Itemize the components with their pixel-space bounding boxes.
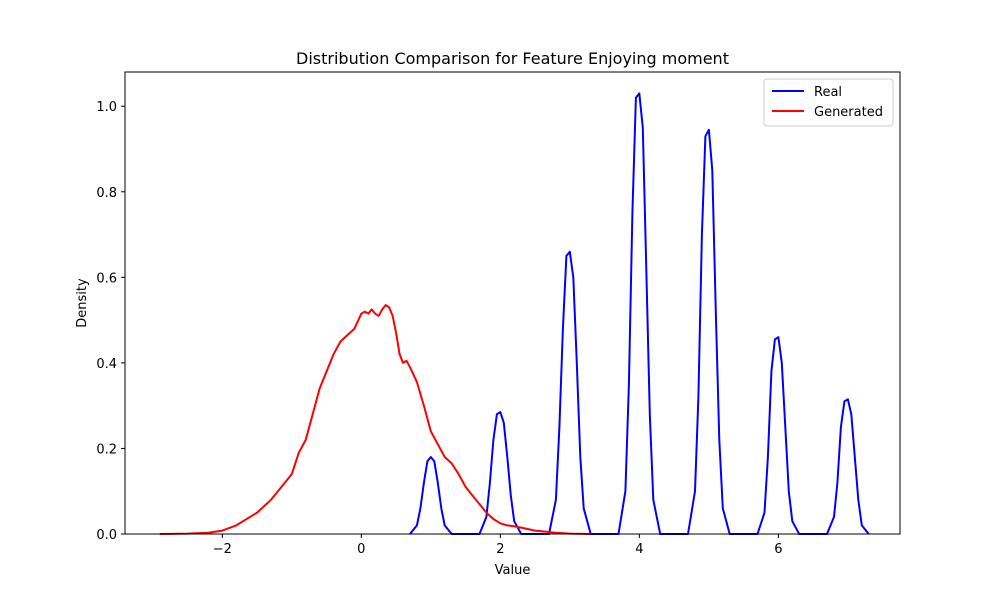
y-axis: 0.0 0.2 0.4 0.6 0.8 1.0 — [96, 100, 125, 543]
y-tick-label: 0.6 — [96, 271, 117, 286]
legend-generated-label: Generated — [814, 105, 883, 120]
x-tick-label: 4 — [635, 542, 643, 557]
plot-frame — [124, 71, 901, 535]
series-line-generated — [159, 304, 591, 535]
legend: Real Generated — [763, 78, 894, 127]
y-tick-label: 1.0 — [96, 100, 117, 115]
series-layer — [159, 92, 870, 535]
x-tick-label: 2 — [496, 542, 504, 557]
x-axis-label: Value — [495, 563, 531, 578]
y-tick-label: 0.8 — [96, 186, 117, 201]
legend-real-label: Real — [814, 85, 842, 100]
y-axis-label: Density — [75, 278, 90, 328]
y-tick-label: 0.4 — [96, 357, 117, 372]
y-tick-label: 0.2 — [96, 442, 117, 457]
x-axis: −2 0 2 4 6 — [213, 534, 783, 557]
x-tick-label: 6 — [774, 542, 782, 557]
y-tick-label: 0.0 — [96, 528, 117, 543]
x-tick-label: 0 — [357, 542, 365, 557]
chart-title: Distribution Comparison for Feature Enjo… — [296, 49, 729, 68]
x-tick-label: −2 — [213, 542, 232, 557]
series-line-real — [409, 92, 870, 535]
